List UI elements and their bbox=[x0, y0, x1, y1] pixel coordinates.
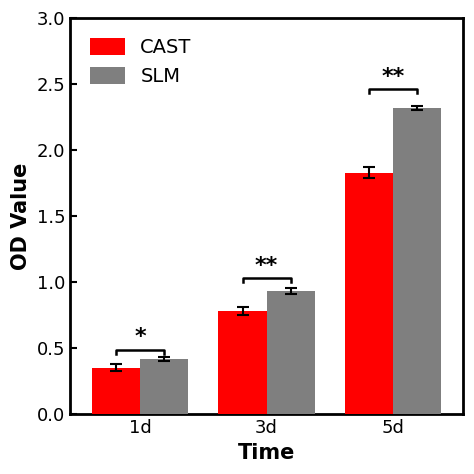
Bar bbox=[219, 311, 266, 414]
Text: **: ** bbox=[382, 67, 405, 87]
X-axis label: Time: Time bbox=[238, 443, 295, 463]
Text: **: ** bbox=[255, 256, 278, 276]
Legend: CAST, SLM: CAST, SLM bbox=[80, 28, 201, 96]
Bar bbox=[92, 367, 140, 414]
Bar bbox=[140, 359, 188, 414]
Bar bbox=[345, 173, 393, 414]
Bar bbox=[393, 108, 441, 414]
Y-axis label: OD Value: OD Value bbox=[11, 163, 31, 270]
Text: *: * bbox=[134, 327, 146, 347]
Bar bbox=[266, 291, 315, 414]
